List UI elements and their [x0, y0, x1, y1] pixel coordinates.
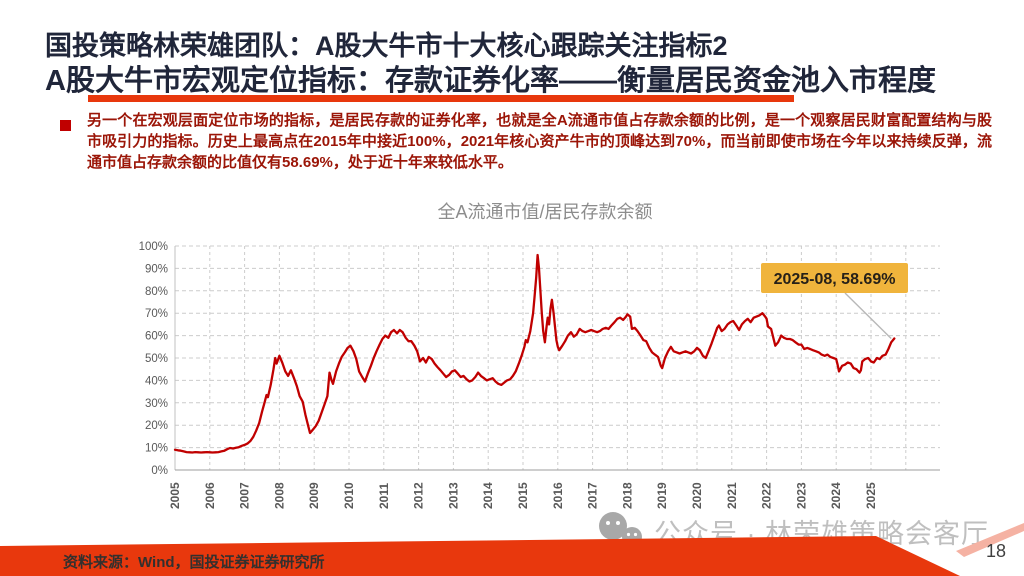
x-axis-tick-label: 2012	[412, 482, 426, 509]
y-axis-tick-label: 50%	[145, 353, 168, 365]
y-axis-tick-label: 10%	[145, 443, 168, 455]
x-axis-tick-label: 2022	[760, 482, 774, 509]
annotation-leader-line	[844, 292, 892, 340]
bullet-square-icon	[60, 120, 71, 131]
page-number: 18	[986, 541, 1007, 561]
x-axis-tick-label: 2005	[168, 482, 182, 509]
y-axis-tick-label: 80%	[145, 286, 168, 298]
x-axis-tick-label: 2021	[725, 482, 739, 509]
x-axis-tick-label: 2018	[620, 482, 634, 509]
y-axis-tick-label: 30%	[145, 398, 168, 410]
footer-pink-stripe	[956, 523, 1024, 557]
source-note: 资料来源：Wind，国投证券证券研究所	[63, 554, 325, 571]
chart-title: 全A流通市值/居民存款余额	[437, 202, 653, 222]
annotation-box	[761, 263, 908, 293]
y-axis-tick-label: 100%	[139, 241, 168, 253]
x-axis-tick-label: 2024	[829, 482, 843, 509]
x-axis-tick-label: 2009	[307, 482, 321, 509]
slide-title-line2: A股大牛市宏观定位指标：存款证券化率——衡量居民资金池入市程度	[45, 65, 936, 97]
x-axis-tick-label: 2019	[655, 482, 669, 509]
x-axis-tick-label: 2020	[690, 482, 704, 509]
x-axis-tick-label: 2013	[446, 482, 460, 509]
y-axis-tick-label: 60%	[145, 331, 168, 343]
x-axis-tick-label: 2010	[342, 482, 356, 509]
series-line	[173, 253, 896, 454]
title-underline	[88, 95, 794, 102]
y-axis-tick-label: 40%	[145, 375, 168, 387]
y-axis-tick-label: 0%	[151, 465, 168, 477]
summary-paragraph: 另一个在宏观层面定位市场的指标，是居民存款的证券化率，也就是全A流通市值占存款余…	[87, 112, 992, 171]
x-axis-tick-label: 2023	[794, 482, 808, 509]
x-axis-tick-label: 2025	[864, 482, 878, 509]
x-axis-tick-label: 2015	[516, 482, 530, 509]
x-axis-tick-label: 2016	[551, 482, 565, 509]
footer-red-band	[0, 536, 960, 576]
x-axis-tick-label: 2008	[272, 482, 286, 509]
x-axis-tick-label: 2007	[238, 482, 252, 509]
footer-band	[0, 523, 1024, 576]
y-axis-tick-label: 20%	[145, 420, 168, 432]
x-axis-tick-label: 2017	[586, 482, 600, 509]
x-axis-tick-label: 2006	[203, 482, 217, 509]
y-axis-tick-label: 70%	[145, 308, 168, 320]
y-axis-tick-label: 90%	[145, 263, 168, 275]
x-axis-tick-label: 2014	[481, 482, 495, 509]
slide-title-line1: 国投策略林荣雄团队：A股大牛市十大核心跟踪关注指标2	[45, 31, 728, 61]
x-axis-tick-label: 2011	[377, 483, 391, 509]
annotation-label: 2025-08, 58.69%	[774, 271, 896, 288]
